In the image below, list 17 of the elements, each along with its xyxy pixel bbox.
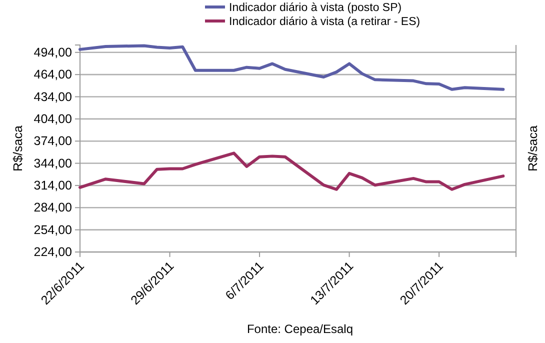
y2-axis-title: R$/saca [526,126,540,172]
y-tick-label: 494,00 [34,45,72,60]
y-tick-label: 464,00 [34,68,72,82]
y-tick-label: 314,00 [34,178,72,192]
line-series [78,44,505,91]
y-tick-label: 284,00 [34,200,72,215]
line-series [78,152,505,191]
source-note: Fonte: Cepea/Esalq [246,322,354,336]
y-tick-label: 374,00 [34,134,72,148]
y-tick-label: 344,00 [34,156,72,170]
y-tick-label: 254,00 [34,222,72,237]
y-tick-label: 224,00 [34,245,72,259]
y-tick-label: 434,00 [34,90,72,104]
legend-label: Indicador diário à vista (a retirar - ES) [229,16,420,28]
y-axis-title: R$/saca [11,126,25,172]
y-tick-label: 404,00 [34,112,72,126]
legend-label: Indicador diário à vista (posto SP) [229,2,402,14]
